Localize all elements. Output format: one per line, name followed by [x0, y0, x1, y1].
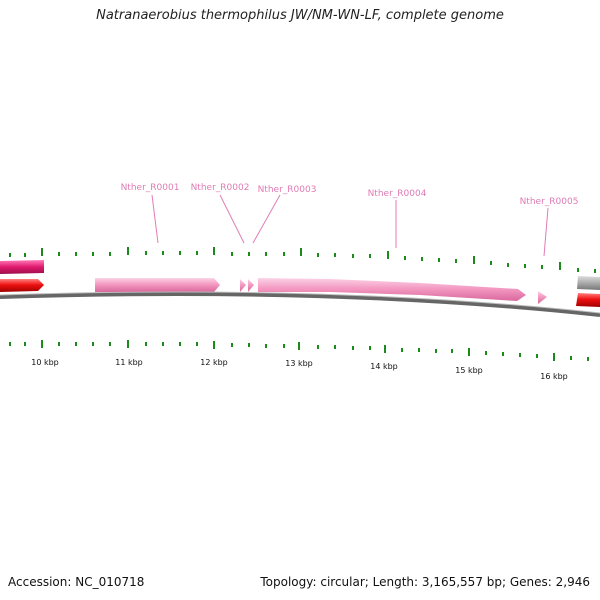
gene-label-connector — [252, 194, 281, 244]
scale-label: 16 kbp — [540, 372, 568, 381]
gene-label[interactable]: Nther_R0004 — [368, 189, 427, 199]
inner-tick-track — [9, 340, 589, 361]
genome-summary-text: Topology: circular; Length: 3,165,557 bp… — [260, 575, 590, 589]
cds-feature-red[interactable] — [0, 279, 44, 292]
map-title: Natranaerobius thermophilus JW/NM-WN-LF,… — [96, 8, 504, 23]
rrna-feature[interactable] — [248, 279, 254, 292]
gene-label-connector — [219, 194, 245, 244]
gene-label[interactable]: Nther_R0005 — [520, 197, 579, 207]
gene-label-connectors — [151, 194, 549, 257]
outer-tick-track — [9, 247, 596, 273]
gene-label[interactable]: Nther_R0001 — [121, 183, 180, 193]
scale-label: 14 kbp — [370, 362, 398, 371]
feature-track — [0, 260, 600, 307]
genome-backbone — [0, 291, 600, 317]
gene-label-connector — [543, 207, 549, 257]
cds-feature-red[interactable] — [576, 293, 600, 307]
rrna-feature[interactable] — [258, 278, 526, 301]
accession-text: Accession: NC_010718 — [8, 575, 145, 589]
gene-labels: Nther_R0001 Nther_R0002 Nther_R0003 Nthe… — [121, 183, 579, 207]
scale-label: 10 kbp — [31, 358, 59, 367]
cds-feature-magenta[interactable] — [0, 260, 44, 274]
gray-feature[interactable] — [577, 276, 600, 290]
rrna-feature[interactable] — [240, 279, 246, 292]
gene-label[interactable]: Nther_R0003 — [258, 185, 317, 195]
scale-labels: 10 kbp 11 kbp 12 kbp 13 kbp 14 kbp 15 kb… — [31, 358, 568, 381]
rrna-feature[interactable] — [95, 278, 220, 292]
gene-label-connector — [151, 194, 159, 244]
genome-backbone-highlight — [0, 291, 600, 314]
scale-label: 12 kbp — [200, 358, 228, 367]
gene-label[interactable]: Nther_R0002 — [191, 183, 250, 193]
rrna-feature[interactable] — [538, 291, 547, 304]
scale-label: 15 kbp — [455, 366, 483, 375]
scale-label: 11 kbp — [115, 358, 143, 367]
scale-label: 13 kbp — [285, 359, 313, 368]
